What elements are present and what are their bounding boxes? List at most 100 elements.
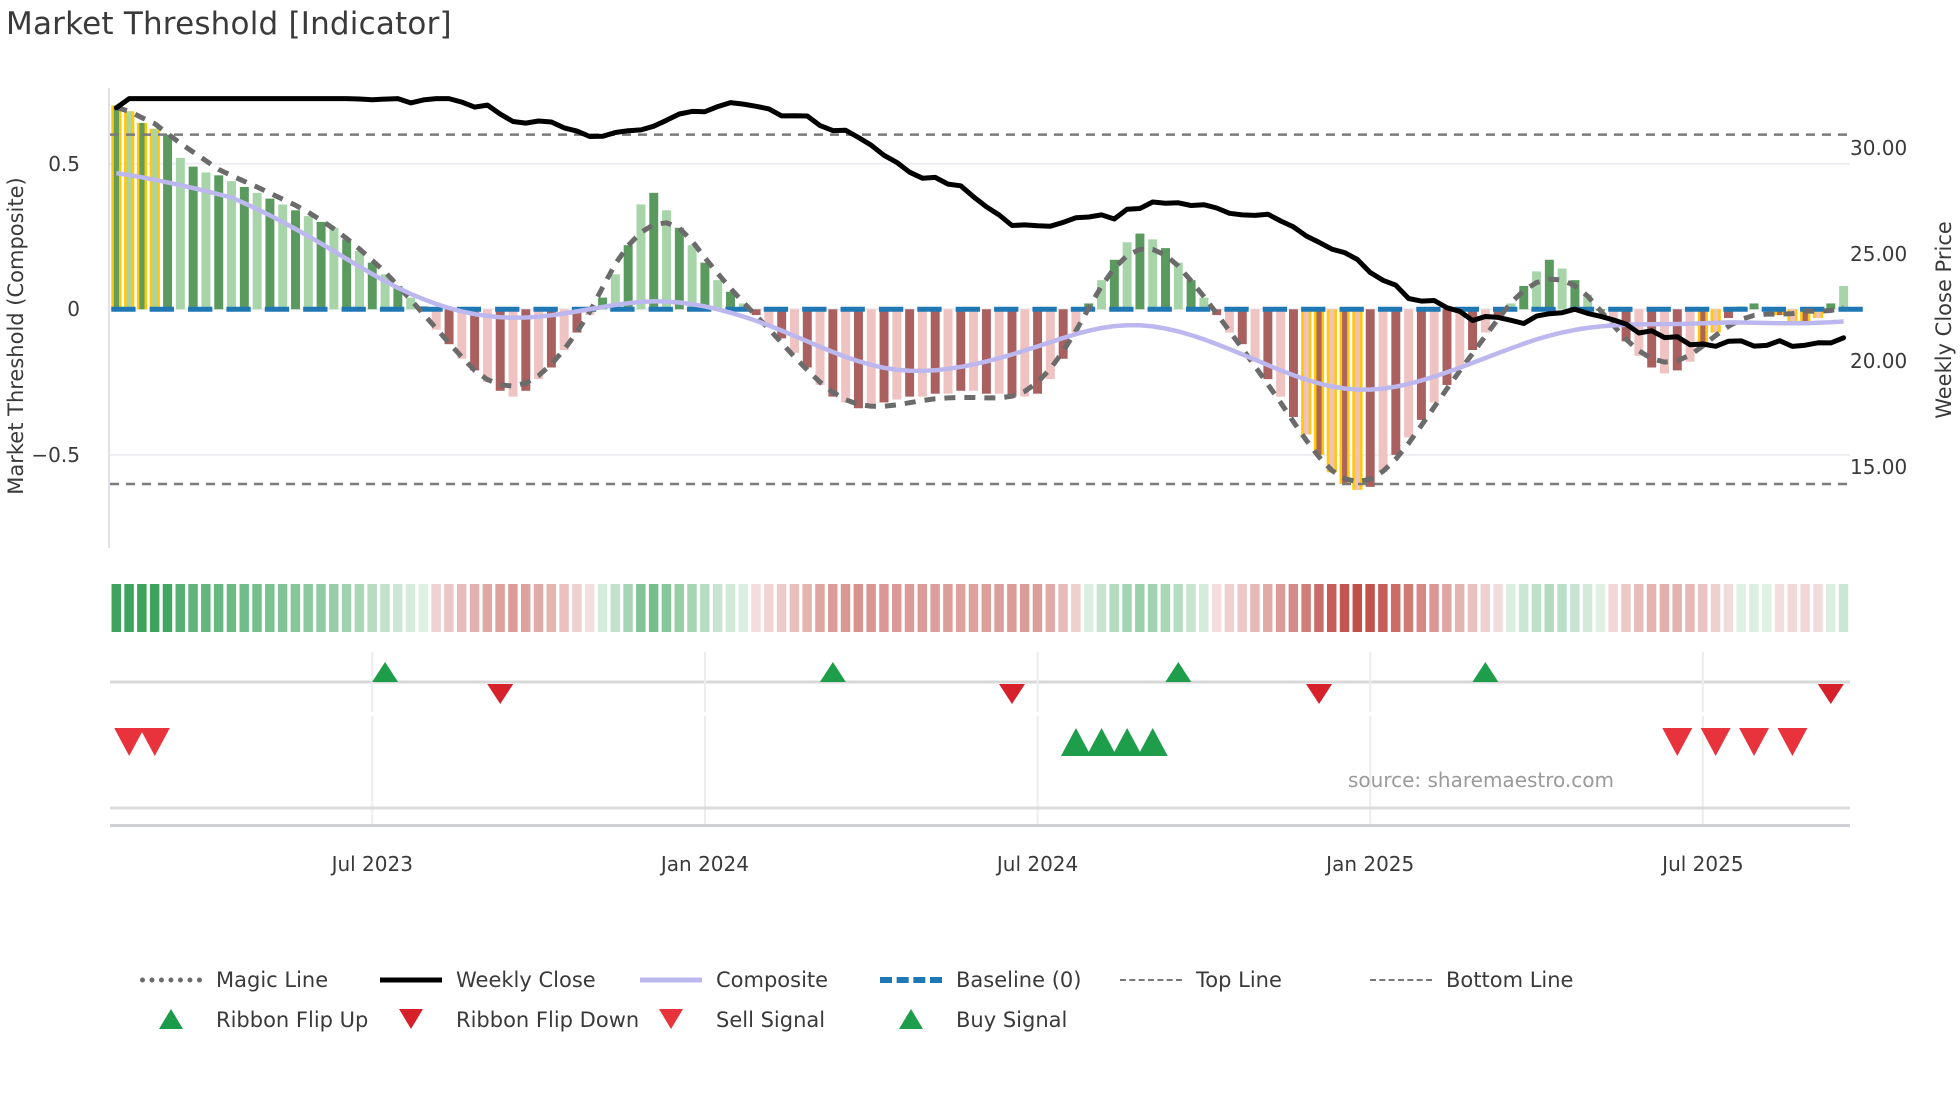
ribbon-cell bbox=[1378, 584, 1388, 632]
threshold-bar bbox=[1777, 309, 1783, 316]
legend-item[interactable]: Composite bbox=[640, 960, 828, 1000]
threshold-bar bbox=[1329, 309, 1335, 473]
legend-item-label: Baseline (0) bbox=[956, 968, 1082, 992]
ribbon-cell bbox=[1326, 584, 1337, 632]
ribbon-cell bbox=[252, 584, 262, 632]
threshold-bar bbox=[444, 309, 454, 345]
threshold-bar bbox=[265, 198, 275, 310]
signal-svg bbox=[110, 716, 1850, 826]
ribbon-cell bbox=[866, 584, 876, 632]
threshold-bar bbox=[879, 309, 889, 403]
legend-line-sample bbox=[380, 977, 442, 983]
threshold-bar bbox=[495, 309, 505, 391]
ribbon-cell bbox=[469, 584, 480, 632]
ribbon-cell bbox=[891, 584, 902, 632]
threshold-bar bbox=[393, 285, 403, 310]
ribbon-cell bbox=[1416, 584, 1427, 632]
triangle-up-glyph bbox=[159, 1009, 183, 1029]
legend-item[interactable]: Sell Signal bbox=[640, 1000, 825, 1040]
ribbon-cell bbox=[1096, 584, 1107, 632]
threshold-bar bbox=[1161, 248, 1170, 310]
ribbon-cell bbox=[764, 584, 774, 632]
ribbon-cell bbox=[1672, 584, 1682, 632]
triangle-down-icon bbox=[640, 1009, 702, 1031]
ribbon-cell bbox=[1083, 584, 1094, 632]
threshold-bar bbox=[1685, 309, 1695, 362]
ribbon-cell bbox=[303, 584, 313, 632]
legend-row-signals: Ribbon Flip Up Ribbon Flip Down Sell Signa… bbox=[0, 1000, 1960, 1040]
threshold-bar bbox=[1826, 303, 1836, 310]
sell-signal-marker bbox=[1777, 728, 1808, 756]
threshold-bar bbox=[1250, 309, 1260, 362]
ribbon-flip-panel bbox=[110, 652, 1850, 712]
legend-item[interactable]: Magic Line bbox=[140, 960, 328, 1000]
threshold-bar bbox=[1365, 309, 1375, 487]
ribbon-cell bbox=[1774, 584, 1785, 632]
ribbon-cell bbox=[201, 584, 211, 632]
threshold-bar bbox=[380, 274, 390, 310]
threshold-bar bbox=[316, 221, 326, 310]
threshold-bar bbox=[1342, 309, 1348, 484]
threshold-bar bbox=[917, 309, 927, 397]
legend-item[interactable]: Ribbon Flip Down bbox=[380, 1000, 639, 1040]
threshold-bar bbox=[278, 204, 288, 310]
ribbon-cell bbox=[367, 584, 377, 632]
ribbon-cell bbox=[1544, 584, 1554, 632]
threshold-bar bbox=[355, 251, 364, 310]
ribbon-cell bbox=[495, 584, 505, 632]
legend-item[interactable]: Ribbon Flip Up bbox=[140, 1000, 368, 1040]
ribbon-cell bbox=[418, 584, 429, 632]
ribbon-cell bbox=[1800, 584, 1810, 632]
threshold-bar bbox=[892, 309, 902, 400]
ribbon-cell bbox=[1339, 584, 1350, 632]
threshold-bar bbox=[905, 309, 915, 397]
ribbon-cell bbox=[559, 584, 569, 632]
threshold-bar bbox=[1583, 294, 1593, 310]
threshold-bar bbox=[802, 309, 812, 368]
ribbon-cell bbox=[316, 584, 326, 632]
ribbon-cell bbox=[1250, 584, 1260, 632]
threshold-bar bbox=[674, 227, 684, 310]
threshold-bar bbox=[342, 239, 352, 310]
threshold-bar bbox=[546, 309, 556, 368]
legend-item[interactable]: Top Line bbox=[1120, 960, 1282, 1000]
threshold-bar bbox=[521, 309, 531, 391]
threshold-bar bbox=[572, 309, 582, 333]
threshold-bar bbox=[1237, 309, 1247, 345]
buy-signal-marker bbox=[1060, 728, 1091, 756]
legend-item[interactable]: Weekly Close bbox=[380, 960, 596, 1000]
threshold-bar bbox=[126, 111, 132, 310]
ribbon-flip-up-marker bbox=[372, 662, 399, 682]
ribbon-cell bbox=[1506, 584, 1516, 632]
threshold-bar bbox=[598, 297, 608, 310]
legend-item[interactable]: Baseline (0) bbox=[880, 960, 1081, 1000]
threshold-bar bbox=[1097, 280, 1107, 310]
ribbon-cell bbox=[1109, 584, 1119, 632]
ribbon-cell bbox=[124, 584, 134, 632]
ribbon-cell bbox=[1224, 584, 1235, 632]
triangle-up-glyph bbox=[899, 1009, 923, 1029]
threshold-bar bbox=[1570, 280, 1580, 310]
threshold-bar bbox=[1199, 297, 1209, 310]
buy-signal-marker bbox=[1112, 728, 1143, 756]
triangle-down-glyph bbox=[399, 1009, 423, 1029]
ribbon-cell bbox=[840, 584, 851, 632]
threshold-bar bbox=[163, 134, 173, 310]
legend-item[interactable]: Bottom Line bbox=[1370, 960, 1573, 1000]
threshold-bar bbox=[1480, 309, 1490, 333]
ribbon-flip-up-marker bbox=[1165, 662, 1192, 682]
ribbon-cell bbox=[1211, 584, 1222, 632]
ribbon-cell bbox=[149, 584, 160, 632]
x-tick: Jan 2025 bbox=[1326, 852, 1415, 876]
ribbon-cell bbox=[1698, 584, 1708, 632]
threshold-bar bbox=[214, 175, 224, 310]
legend-item[interactable]: Buy Signal bbox=[880, 1000, 1067, 1040]
threshold-bar bbox=[687, 245, 697, 310]
dashed-line-thin-icon bbox=[1370, 969, 1432, 991]
legend-item-label: Magic Line bbox=[216, 968, 329, 992]
threshold-bar bbox=[1506, 303, 1516, 310]
threshold-bar bbox=[1532, 271, 1542, 310]
threshold-bar bbox=[1700, 309, 1706, 348]
ribbon-cell bbox=[1749, 584, 1759, 632]
threshold-bar bbox=[1303, 309, 1309, 435]
